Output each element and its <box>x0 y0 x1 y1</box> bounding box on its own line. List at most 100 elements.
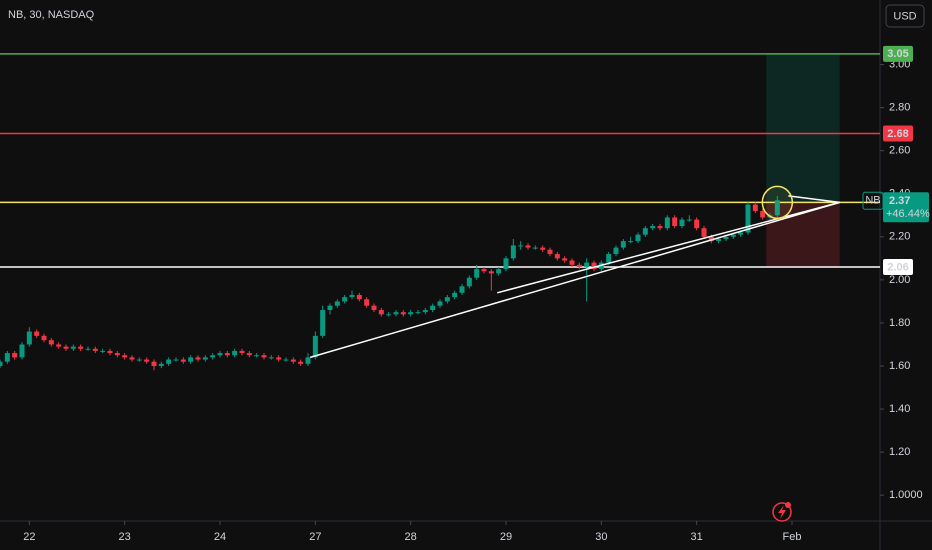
candle-body <box>327 305 333 311</box>
candle-body <box>510 245 516 259</box>
trendline <box>788 195 840 204</box>
candle-body <box>158 363 164 366</box>
candle-body <box>144 359 150 362</box>
candle-body <box>525 245 531 248</box>
candle-body <box>276 357 282 360</box>
candle-body <box>136 359 142 361</box>
candle-body <box>591 262 597 270</box>
candle-body <box>752 204 758 211</box>
candle-body <box>210 355 216 358</box>
candle-body <box>195 357 201 360</box>
y-tick-label: 1.40 <box>889 403 910 415</box>
candle-body <box>70 346 76 349</box>
candle-body <box>12 353 18 358</box>
x-tick-label: Feb <box>783 531 802 543</box>
candle-body <box>232 350 238 356</box>
candle-body <box>114 353 120 356</box>
candle-body <box>532 247 538 249</box>
y-tick-label: 2.60 <box>889 145 910 157</box>
candle-body <box>290 359 296 362</box>
candle-body <box>569 260 575 265</box>
candle-body <box>122 355 128 358</box>
y-tick-label: 2.00 <box>889 274 910 286</box>
candle-body <box>180 359 186 362</box>
candle-body <box>664 217 670 229</box>
candle-body <box>41 335 47 341</box>
candle-body <box>606 254 612 263</box>
candle-body <box>613 247 619 255</box>
candle-body <box>774 200 780 216</box>
candle-body <box>408 312 414 315</box>
candle-body <box>48 340 54 345</box>
candle-body <box>723 236 729 239</box>
level-tag-label: 2.06 <box>887 261 908 273</box>
candle-body <box>701 228 707 237</box>
y-tick-label: 2.20 <box>889 231 910 243</box>
candle-body <box>364 299 370 306</box>
candle-body <box>224 353 230 356</box>
candle-body <box>745 204 751 233</box>
alert-icon[interactable] <box>772 502 792 522</box>
candle-body <box>657 226 663 229</box>
currency-label[interactable]: USD <box>893 10 916 22</box>
x-tick-label: 23 <box>119 531 131 543</box>
candle-body <box>540 247 546 250</box>
candle-body <box>415 312 421 314</box>
candle-body <box>694 219 700 229</box>
candle-body <box>26 331 32 345</box>
candle-body <box>679 219 685 227</box>
x-tick-label: 31 <box>691 531 703 543</box>
x-tick-label: 24 <box>214 531 226 543</box>
candle-body <box>738 232 744 235</box>
candle-body <box>642 228 648 235</box>
x-tick-label: 29 <box>500 531 512 543</box>
candle-body <box>672 217 678 227</box>
candle-body <box>554 254 560 259</box>
candle-body <box>166 359 172 364</box>
candle-body <box>129 357 135 360</box>
alert-dot[interactable] <box>785 502 791 508</box>
plot-area <box>0 53 880 371</box>
candle-body <box>562 258 568 261</box>
alert-bolt[interactable] <box>778 505 786 519</box>
candle-body <box>246 353 252 356</box>
candle-body <box>459 286 465 293</box>
candle-body <box>378 310 384 315</box>
candle-body <box>349 294 355 298</box>
candle-body <box>547 249 553 255</box>
candle-body <box>239 350 245 354</box>
candle-body <box>63 346 69 349</box>
candle-body <box>261 355 267 358</box>
candle-body <box>488 271 494 274</box>
candle-body <box>716 238 722 242</box>
candle-body <box>371 305 377 311</box>
candle-body <box>628 241 634 243</box>
candle-body <box>342 297 348 302</box>
candle-body <box>173 359 179 361</box>
candle-body <box>422 310 428 313</box>
last-price-label: 2.37 <box>889 195 910 207</box>
last-price-tag <box>883 192 929 223</box>
candle-body <box>760 210 766 218</box>
candle-body <box>56 344 62 347</box>
candle-body <box>452 292 458 298</box>
candle-body <box>188 357 194 362</box>
candle-body <box>503 258 509 270</box>
currency-button[interactable] <box>885 4 925 28</box>
candle-body <box>254 355 260 357</box>
x-tick-label: 22 <box>23 531 35 543</box>
candle-body <box>393 312 399 315</box>
candle-body <box>283 359 289 361</box>
candle-body <box>466 277 472 287</box>
candle-body <box>312 335 318 358</box>
candle-body <box>474 269 480 278</box>
candle-body <box>400 312 406 315</box>
candle-body <box>34 331 40 336</box>
candle-body <box>730 234 736 237</box>
y-tick-label: 1.60 <box>889 360 910 372</box>
alert-ring[interactable] <box>772 502 792 522</box>
candle-body <box>430 305 436 311</box>
chart-title: NB, 30, NASDAQ <box>8 9 95 21</box>
